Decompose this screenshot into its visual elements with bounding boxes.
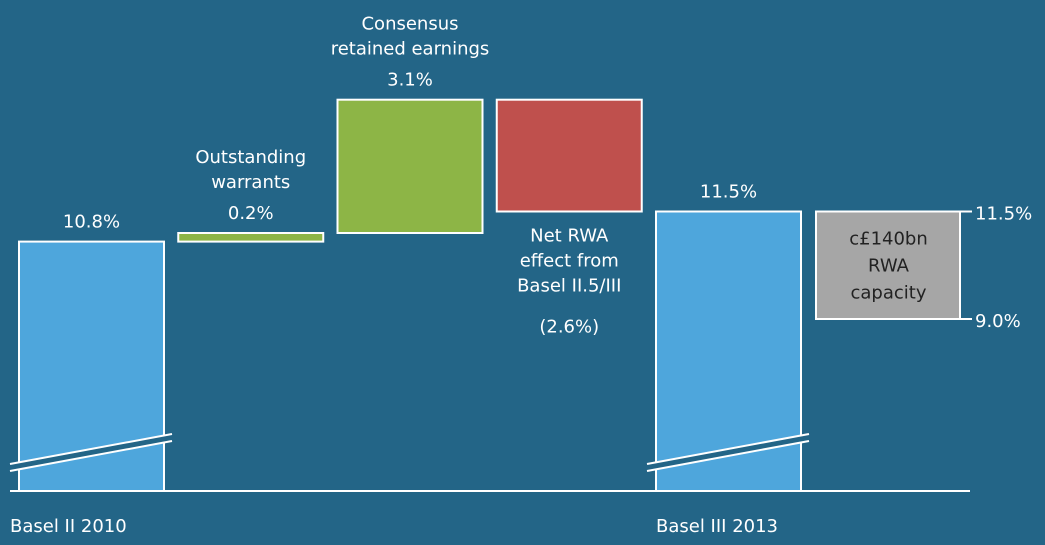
value-label: 3.1% [387, 70, 433, 91]
x-tick-label: Basel III 2013 [656, 516, 778, 537]
range-tick-label: 11.5% [975, 204, 1032, 225]
bar [336, 98, 484, 234]
range-tick-label: 9.0% [975, 311, 1021, 332]
step-label: retained earnings [331, 39, 490, 60]
axis-break-line [646, 433, 810, 465]
step-label: warrants [211, 172, 290, 193]
axis-break [10, 434, 172, 471]
value-label: 11.5% [700, 182, 757, 203]
range-label: RWA [868, 256, 910, 277]
step-label: Outstanding [195, 147, 306, 168]
step-label: effect from [520, 251, 619, 272]
axis-break-line [646, 440, 810, 472]
value-label: 0.2% [228, 203, 274, 224]
range-label: capacity [851, 283, 927, 304]
value-label: 10.8% [63, 212, 120, 233]
step-label: Net RWA [530, 226, 609, 247]
bar [495, 98, 643, 213]
axis-break-line [9, 440, 173, 472]
step-label: Consensus [361, 14, 458, 35]
range-label: c£140bn [849, 229, 928, 250]
axis-break [647, 434, 809, 471]
axis-break-line [9, 433, 173, 465]
bar [177, 232, 325, 243]
value-label: (2.6%) [539, 317, 599, 338]
step-label: Basel II.5/III [517, 276, 621, 297]
x-tick-label: Basel II 2010 [10, 516, 127, 537]
range-box [815, 210, 961, 320]
